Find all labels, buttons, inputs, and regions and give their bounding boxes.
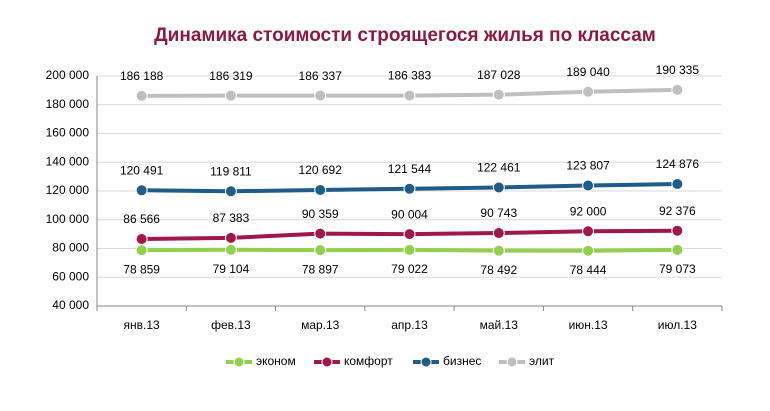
legend-marker bbox=[420, 356, 432, 368]
data-label: 79 073 bbox=[659, 262, 696, 276]
data-label: 79 104 bbox=[213, 262, 250, 276]
y-tick-label: 160 000 bbox=[46, 126, 90, 140]
data-point bbox=[403, 243, 416, 256]
data-label: 121 544 bbox=[388, 162, 432, 176]
data-point bbox=[135, 244, 148, 257]
data-point bbox=[582, 85, 595, 98]
data-label: 79 022 bbox=[391, 262, 428, 276]
y-tick-label: 80 000 bbox=[52, 241, 89, 255]
y-tick-label: 100 000 bbox=[46, 212, 90, 226]
data-point bbox=[403, 89, 416, 102]
x-tick-label: фев.13 bbox=[211, 318, 251, 332]
data-label: 190 335 bbox=[656, 63, 700, 77]
data-point bbox=[671, 243, 684, 256]
legend-label: комфорт bbox=[344, 354, 393, 368]
data-label: 78 492 bbox=[480, 263, 517, 277]
x-tick-label: янв.13 bbox=[124, 318, 161, 332]
data-point bbox=[492, 227, 505, 240]
x-tick-label: июн.13 bbox=[569, 318, 608, 332]
x-tick-label: мар.13 bbox=[301, 318, 340, 332]
chart-title: Динамика стоимости строящегося жилья по … bbox=[154, 25, 656, 46]
data-point bbox=[671, 83, 684, 96]
data-label: 78 859 bbox=[123, 262, 160, 276]
data-point bbox=[492, 244, 505, 257]
data-point bbox=[224, 185, 237, 198]
data-point bbox=[671, 177, 684, 190]
data-point bbox=[314, 184, 327, 197]
data-point bbox=[135, 184, 148, 197]
data-point bbox=[314, 89, 327, 102]
data-label: 92 376 bbox=[659, 204, 696, 218]
data-label: 186 188 bbox=[120, 69, 164, 83]
data-point bbox=[492, 88, 505, 101]
data-label: 119 811 bbox=[210, 164, 252, 178]
x-tick-label: июл.13 bbox=[658, 318, 697, 332]
data-point bbox=[403, 182, 416, 195]
data-label: 189 040 bbox=[566, 65, 610, 79]
data-label: 92 000 bbox=[570, 204, 607, 218]
x-tick-label: май.13 bbox=[480, 318, 519, 332]
data-point bbox=[582, 244, 595, 257]
data-label: 187 028 bbox=[477, 68, 521, 82]
y-tick-label: 140 000 bbox=[46, 154, 90, 168]
data-label: 123 807 bbox=[566, 159, 610, 173]
data-label: 186 319 bbox=[209, 69, 253, 83]
data-label: 86 566 bbox=[123, 212, 160, 226]
data-point bbox=[224, 243, 237, 256]
data-point bbox=[224, 89, 237, 102]
data-label: 186 337 bbox=[299, 69, 343, 83]
data-label: 87 383 bbox=[213, 211, 250, 225]
legend-marker bbox=[233, 356, 245, 368]
data-point bbox=[671, 224, 684, 237]
y-tick-label: 120 000 bbox=[46, 183, 90, 197]
data-point bbox=[314, 227, 327, 240]
data-label: 90 359 bbox=[302, 207, 339, 221]
y-tick-label: 40 000 bbox=[52, 298, 89, 312]
legend-marker bbox=[506, 356, 518, 368]
y-tick-label: 200 000 bbox=[46, 68, 90, 82]
data-label: 90 004 bbox=[391, 207, 428, 221]
data-point bbox=[135, 89, 148, 102]
data-label: 78 444 bbox=[570, 263, 607, 277]
data-label: 120 692 bbox=[299, 163, 343, 177]
data-point bbox=[135, 233, 148, 246]
legend-label: бизнес bbox=[443, 354, 481, 368]
legend-marker bbox=[321, 356, 333, 368]
data-label: 186 383 bbox=[388, 69, 432, 83]
data-point bbox=[492, 181, 505, 194]
data-label: 120 491 bbox=[120, 163, 164, 177]
data-point bbox=[582, 179, 595, 192]
data-label: 90 743 bbox=[480, 206, 517, 220]
data-point bbox=[224, 231, 237, 244]
data-point bbox=[403, 228, 416, 241]
data-label: 78 897 bbox=[302, 262, 339, 276]
data-point bbox=[582, 225, 595, 238]
legend-label: эконом bbox=[256, 354, 296, 368]
y-tick-label: 60 000 bbox=[52, 269, 89, 283]
data-point bbox=[314, 244, 327, 257]
y-tick-label: 180 000 bbox=[46, 97, 90, 111]
x-tick-label: апр.13 bbox=[391, 318, 428, 332]
data-label: 124 876 bbox=[656, 157, 700, 171]
legend-label: элит bbox=[529, 354, 555, 368]
data-label: 122 461 bbox=[477, 161, 521, 175]
